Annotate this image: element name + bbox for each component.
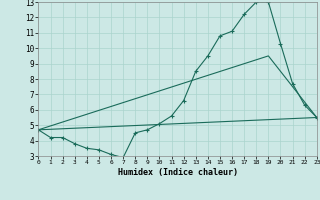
X-axis label: Humidex (Indice chaleur): Humidex (Indice chaleur) bbox=[118, 168, 238, 177]
